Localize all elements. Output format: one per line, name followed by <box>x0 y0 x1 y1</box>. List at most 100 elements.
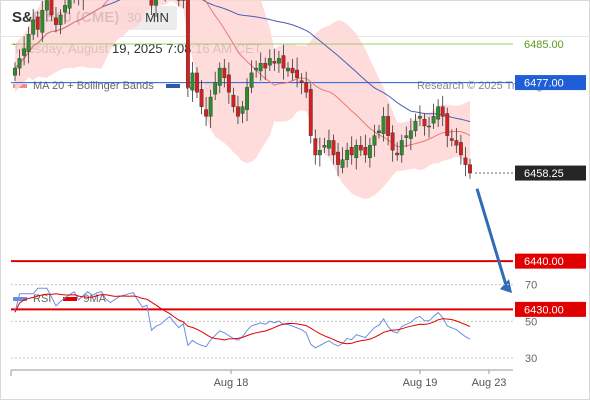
level-label-support: 6430.00 <box>515 301 586 317</box>
candle-body <box>226 74 231 93</box>
level-label-text: 6485.00 <box>524 39 564 51</box>
candle-body <box>204 109 209 117</box>
candle-body <box>213 82 218 95</box>
level-label-resistance: 6495.00 <box>524 0 564 3</box>
candle-body <box>427 125 431 128</box>
candle-body <box>17 58 22 69</box>
candle-body <box>372 135 377 146</box>
candle-body <box>217 67 222 86</box>
candle-body <box>404 135 409 138</box>
level-label-text: 6477.00 <box>524 78 564 90</box>
candle-body <box>195 72 199 93</box>
legend-rsi-ma: 9MA <box>63 293 106 305</box>
candle-body <box>245 87 249 110</box>
candle-body <box>35 16 40 30</box>
candle-body <box>54 17 58 25</box>
candle-body <box>49 0 54 16</box>
candle-body <box>458 142 463 156</box>
candle-body <box>308 89 313 136</box>
candle-body <box>63 5 67 13</box>
candle-body <box>267 58 272 66</box>
candle-body <box>272 61 277 64</box>
candle-body <box>149 0 154 6</box>
candle-body <box>276 58 281 64</box>
level-label-text: 6495.00 <box>524 0 564 3</box>
candle-body <box>431 116 436 124</box>
candle-body <box>58 14 63 25</box>
candle-body <box>408 130 413 139</box>
level-label-box <box>515 253 586 269</box>
candle-body <box>249 72 254 88</box>
candle-body <box>463 157 468 165</box>
candle-body <box>181 0 186 1</box>
candle-body <box>304 82 309 93</box>
projection-arrow-shaft <box>475 188 508 286</box>
rsi-ma-line <box>14 293 471 345</box>
rsi-ma-swatch-icon <box>63 297 78 301</box>
candle-body <box>336 151 340 165</box>
rsi-line <box>14 287 471 349</box>
candle-body <box>449 138 454 141</box>
candle-body <box>299 80 304 83</box>
candle-body <box>349 147 354 156</box>
level-label-text: 6440.00 <box>524 256 564 268</box>
candle-body <box>40 9 45 33</box>
candle-body <box>31 19 36 35</box>
candle-body <box>22 48 27 56</box>
candle-body <box>67 0 72 9</box>
candle-body <box>258 63 263 72</box>
candles <box>13 0 472 179</box>
candle-body <box>377 130 381 133</box>
candle-body <box>317 149 322 156</box>
candle-body <box>281 55 286 69</box>
candle-body <box>176 0 181 1</box>
level-label-pivot: 6477.00 <box>515 75 586 91</box>
level-label-box <box>515 75 586 91</box>
candle-body <box>422 119 427 127</box>
x-axis-label: Aug 19 <box>403 377 438 389</box>
candle-body <box>331 140 336 156</box>
candle-body <box>440 106 445 117</box>
candle-body <box>413 120 418 132</box>
x-axis-label: Aug 18 <box>214 377 249 389</box>
candle-body <box>386 116 391 136</box>
candle-body <box>208 96 213 117</box>
candle-body <box>445 113 450 136</box>
legend-rsi-ma-label: 9MA <box>83 293 106 305</box>
candle-body <box>263 63 268 69</box>
candle-body <box>222 67 227 78</box>
candle-body <box>295 69 300 78</box>
level-label-resistance: 6485.00 <box>524 39 564 51</box>
candle-body <box>436 106 441 120</box>
rsi-tick-label: 70 <box>525 280 537 292</box>
level-label-box <box>515 165 586 181</box>
candle-body <box>190 72 195 91</box>
candle-body <box>454 140 459 146</box>
level-label-box <box>515 301 586 317</box>
candle-body <box>395 152 400 156</box>
candle-body <box>327 140 331 149</box>
candle-body <box>418 116 422 119</box>
candle-body <box>26 34 31 52</box>
candle-body <box>345 149 350 160</box>
level-label-last: 6458.25 <box>515 165 586 181</box>
candle-body <box>286 67 290 72</box>
candle-body <box>340 159 345 168</box>
candle-body <box>231 94 236 107</box>
candle-body <box>358 145 363 151</box>
rsi-tick-label: 30 <box>525 353 537 365</box>
candle-body <box>254 67 259 71</box>
candle-body <box>390 132 395 151</box>
candle-body <box>363 147 368 156</box>
candle-body <box>322 145 327 148</box>
level-label-text: 6458.25 <box>524 168 564 180</box>
candle-body <box>313 138 318 156</box>
candle-body <box>185 0 190 88</box>
level-label-text: 6430.00 <box>524 304 564 316</box>
ma50-swatch-icon <box>165 84 180 88</box>
candle-body <box>240 106 245 114</box>
rsi-tick-label: 50 <box>525 316 537 328</box>
candle-body <box>399 140 404 156</box>
candle-body <box>13 67 17 76</box>
